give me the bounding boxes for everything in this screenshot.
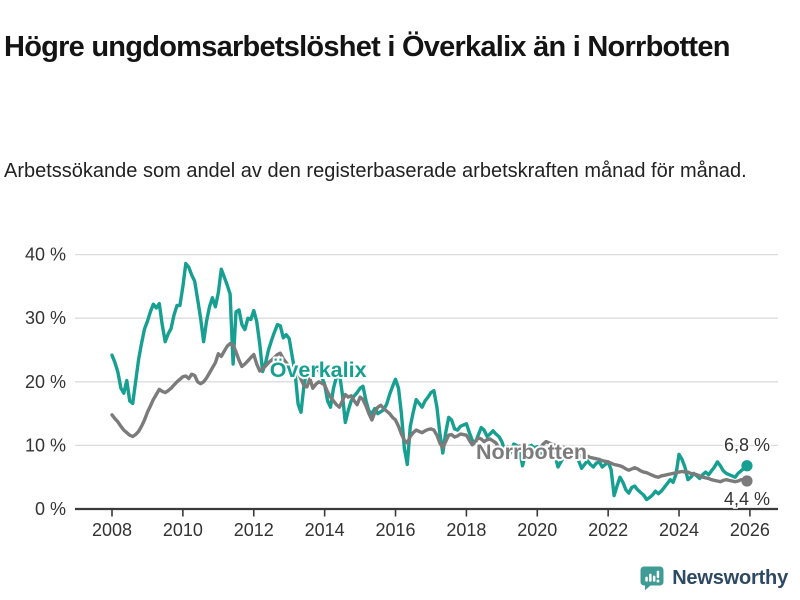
series-end-dot: [741, 475, 753, 487]
x-axis-tick-label: 2010: [163, 520, 203, 540]
y-axis-tick-label: 30 %: [25, 308, 66, 328]
y-axis-tick-label: 40 %: [25, 245, 66, 265]
norrbotten-line: [110, 341, 749, 484]
y-axis-tick-label: 10 %: [25, 435, 66, 455]
speech-bubble-shape: [640, 566, 664, 591]
verkalix-line: [110, 261, 749, 502]
series-label: Norrbotten: [476, 440, 587, 464]
x-axis-tick-label: 2012: [234, 520, 274, 540]
series-label: Överkalix: [270, 357, 367, 382]
series-end-dot: [741, 460, 753, 472]
x-axis-tick-label: 2018: [446, 520, 486, 540]
newsworthy-logo: Newsworthy: [639, 565, 788, 591]
newsworthy-logo-text: Newsworthy: [672, 566, 788, 589]
x-axis-tick-label: 2016: [375, 520, 415, 540]
x-axis-tick-label: 2022: [588, 520, 628, 540]
x-axis-tick-label: 2008: [92, 520, 132, 540]
end-value-label: 6,8 %: [724, 435, 770, 455]
x-axis-tick-label: 2020: [517, 520, 557, 540]
x-axis-tick-label: 2014: [305, 520, 345, 540]
x-axis-tick-label: 2026: [730, 520, 770, 540]
x-axis-tick-label: 2024: [659, 520, 699, 540]
page-title: Högre ungdomsarbetslöshet i Överkalix än…: [4, 31, 730, 64]
chart-description: Arbetssökande som andel av den registerb…: [4, 160, 747, 182]
y-axis-tick-label: 0 %: [35, 499, 66, 519]
bar-chart-speech-bubble-icon: [640, 566, 664, 591]
y-axis-tick-label: 20 %: [25, 372, 66, 392]
end-value-label: 4,4 %: [724, 489, 770, 509]
